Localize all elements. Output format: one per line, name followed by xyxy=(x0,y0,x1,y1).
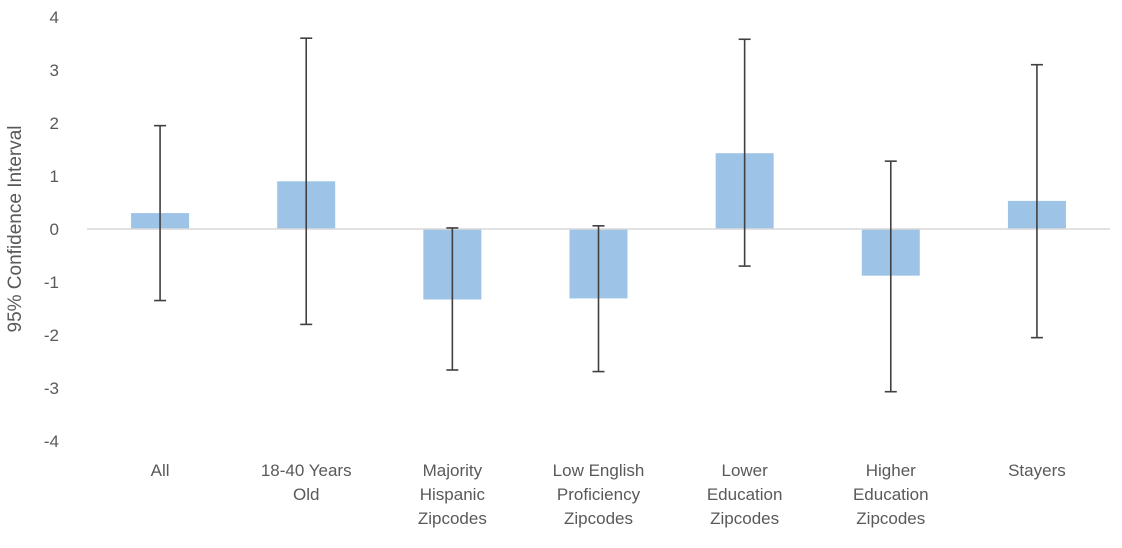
error-bar xyxy=(884,160,897,393)
x-category-label: All xyxy=(151,461,170,480)
x-category-label: Low English Proficiency Zipcodes xyxy=(553,461,645,528)
y-tick-label: -2 xyxy=(44,326,59,345)
y-tick-label: 3 xyxy=(50,61,59,80)
x-category-label: Majority Hispanic Zipcodes xyxy=(418,461,487,528)
error-bar xyxy=(300,37,313,326)
x-category-label: Lower Education Zipcodes xyxy=(707,461,783,528)
y-tick-label: 0 xyxy=(50,220,59,239)
x-category-label: Stayers xyxy=(1008,461,1066,480)
error-bar xyxy=(1030,63,1043,339)
error-bar xyxy=(738,38,751,267)
y-axis-label: 95% Confidence Interval xyxy=(5,125,26,332)
y-tick-label: 2 xyxy=(50,114,59,133)
y-tick-label: -1 xyxy=(44,273,59,292)
x-category-label: Higher Education Zipcodes xyxy=(853,461,929,528)
error-bar xyxy=(446,227,459,371)
x-axis-categories: All 18-40 Years Old Majority Hispanic Zipcode… xyxy=(151,461,1066,528)
y-tick-label: 1 xyxy=(50,167,59,186)
y-tick-label: 4 xyxy=(50,8,59,27)
error-bars xyxy=(154,37,1043,393)
y-tick-label: -3 xyxy=(44,379,59,398)
error-bar xyxy=(592,225,605,373)
x-category-label: 18-40 Years Old xyxy=(261,461,352,504)
error-bar xyxy=(154,124,167,302)
y-tick-label: -4 xyxy=(44,432,59,451)
y-axis-ticks: 4 3 2 1 0 -1 -2 -3 -4 xyxy=(44,8,59,451)
